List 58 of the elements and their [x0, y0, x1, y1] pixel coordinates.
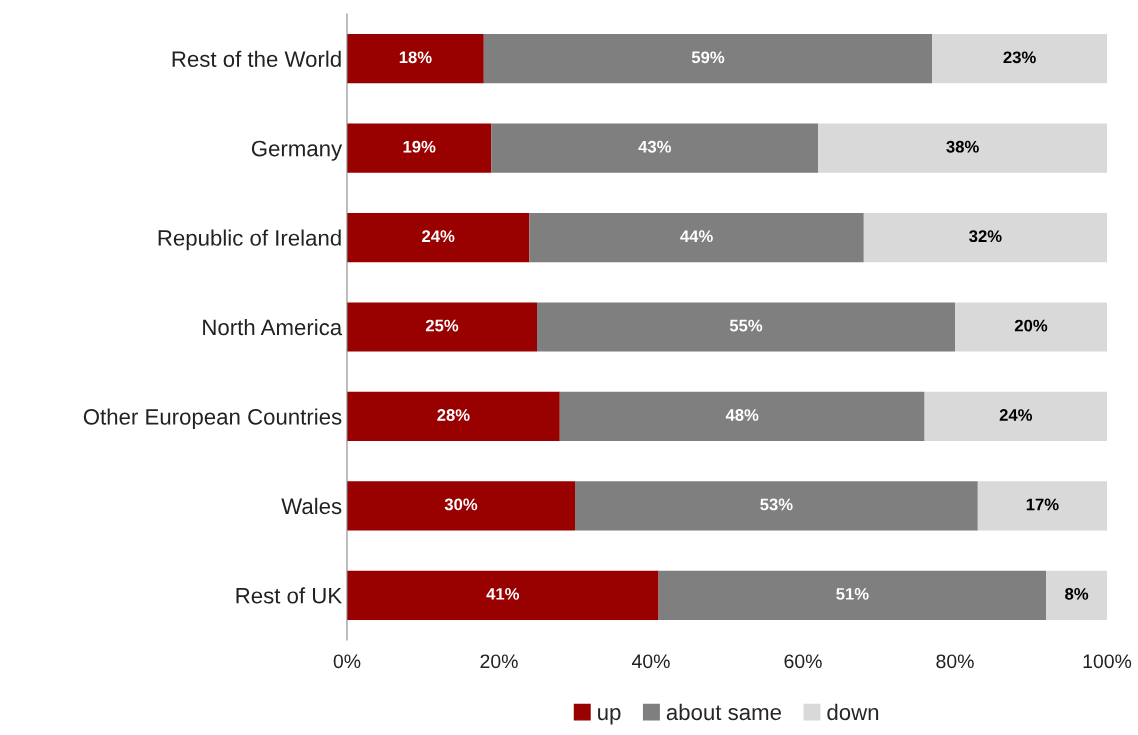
bar: [347, 391, 560, 442]
data-label: 25%: [425, 319, 459, 332]
bar: [559, 391, 925, 442]
data-label: 17%: [1026, 498, 1059, 511]
data-label: 43%: [638, 140, 672, 153]
data-label: 28%: [437, 409, 470, 421]
data-label: 48%: [725, 409, 759, 421]
x-tick-label: 80%: [936, 654, 974, 669]
data-label: 41%: [486, 588, 520, 600]
x-tick-label: 40%: [631, 654, 670, 669]
data-label: 8%: [1065, 587, 1089, 600]
bar: [347, 302, 537, 352]
data-label: 32%: [969, 230, 1002, 243]
x-tick-label: 60%: [784, 654, 822, 669]
bar: [347, 212, 530, 263]
y-tick-label: Wales: [281, 497, 342, 515]
bar: [863, 212, 1107, 263]
data-label: 38%: [946, 140, 979, 153]
bar: [977, 481, 1107, 531]
bar: [347, 123, 492, 173]
bar: [529, 212, 864, 263]
legend-label: about same: [666, 703, 781, 721]
x-tick-label: 20%: [480, 654, 518, 669]
bar: [818, 123, 1107, 173]
bar: [347, 34, 484, 84]
y-tick-label: Other European Countries: [83, 408, 342, 430]
legend-label: down: [827, 703, 879, 721]
data-label: 18%: [399, 51, 432, 64]
data-label: 44%: [680, 230, 713, 243]
y-tick-label: Rest of UK: [236, 587, 342, 604]
bar: [658, 570, 1047, 620]
y-tick-label: Germany: [251, 140, 343, 161]
data-label: 30%: [444, 498, 478, 511]
data-label: 59%: [691, 51, 725, 64]
y-tick-label: Republic of Ireland: [158, 229, 341, 251]
data-label: 55%: [729, 319, 763, 332]
data-label: 53%: [760, 498, 793, 511]
bar: [575, 481, 978, 531]
x-tick-label: 100%: [1083, 654, 1132, 669]
bar: [924, 391, 1107, 442]
bar: [483, 34, 933, 84]
bar: [347, 570, 659, 620]
bar: [932, 34, 1107, 84]
y-tick-label: North America: [203, 318, 343, 336]
data-label: 20%: [1014, 319, 1048, 332]
data-label: 24%: [999, 409, 1033, 421]
bar: [347, 481, 575, 531]
bar: [1046, 570, 1107, 620]
bar: [955, 302, 1107, 352]
y-tick-label: Rest of the World: [172, 50, 341, 67]
x-tick-label: 0%: [333, 654, 361, 669]
data-label: 19%: [403, 140, 436, 153]
bar: [537, 302, 955, 352]
data-label: 24%: [422, 230, 455, 243]
data-label: 51%: [836, 588, 869, 600]
data-label: 23%: [1003, 51, 1036, 64]
bar: [491, 123, 819, 173]
legend-label: up: [598, 707, 621, 725]
